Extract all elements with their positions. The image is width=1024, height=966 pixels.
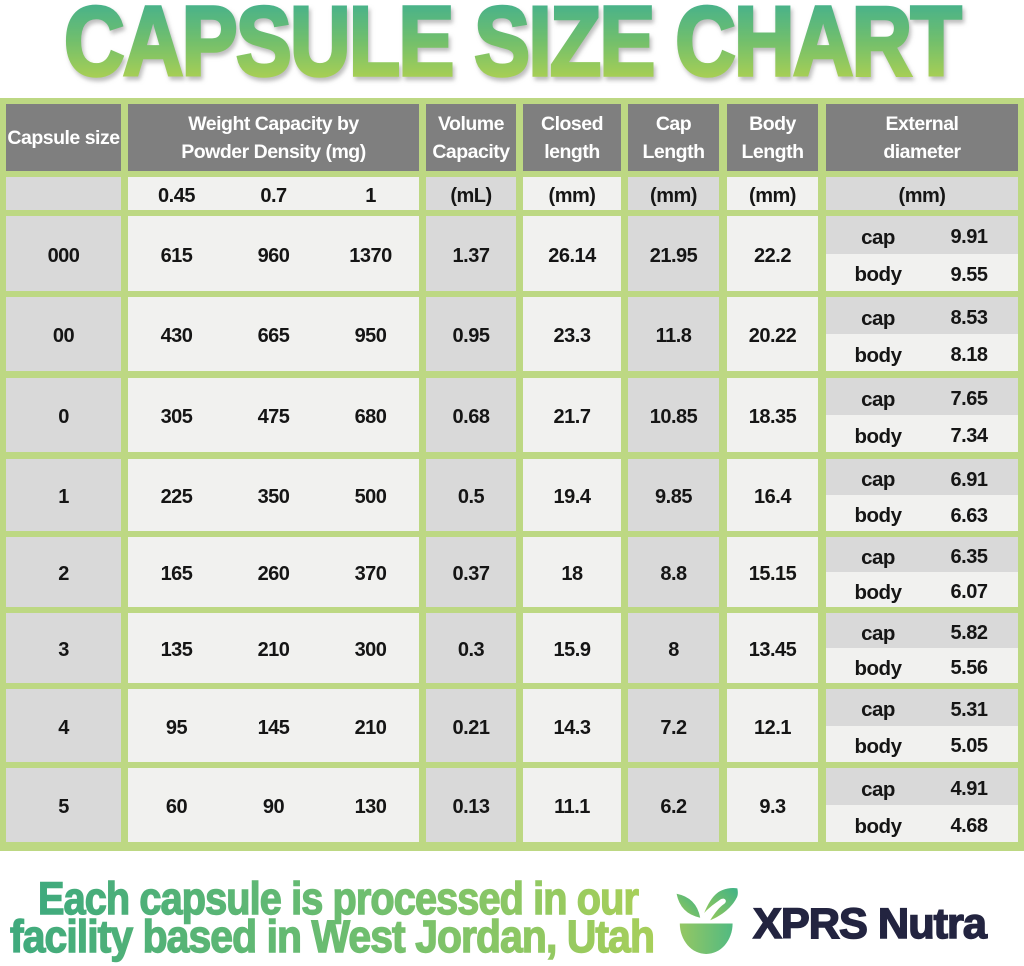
svg-text:CAPSULE SIZE CHART: CAPSULE SIZE CHART bbox=[64, 0, 961, 96]
svg-text:Each capsule is processed in o: Each capsule is processed in our bbox=[38, 873, 638, 924]
svg-text:facility based in West Jordan,: facility based in West Jordan, Utah bbox=[10, 911, 654, 962]
svg-text:XPRS Nutra: XPRS Nutra bbox=[753, 900, 988, 948]
